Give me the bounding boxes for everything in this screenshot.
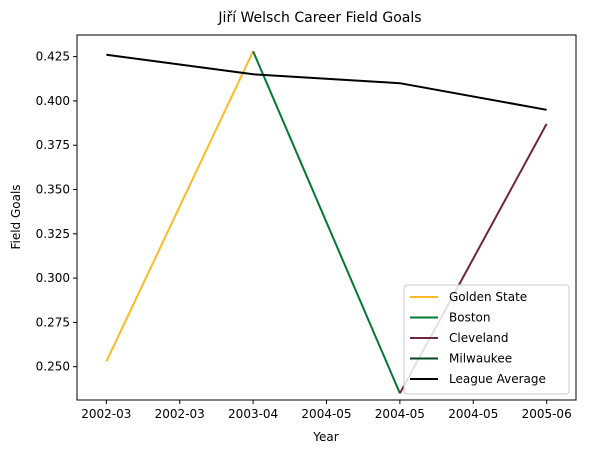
y-tick-label: 0.425: [36, 50, 70, 64]
y-tick-label: 0.300: [36, 271, 70, 285]
x-tick-label: 2005-06: [522, 407, 572, 421]
y-axis-label: Field Goals: [9, 184, 23, 249]
y-tick-label: 0.400: [36, 94, 70, 108]
plot-area: 2002-03 2002-03 2003-04 2004-05 2004-05 2004-…: [36, 34, 577, 421]
y-tick-label: 0.350: [36, 183, 70, 197]
chart-title: Jiří Welsch Career Field Goals: [217, 10, 421, 26]
x-axis-label: Year: [312, 430, 338, 444]
x-tick-label: 2004-05: [448, 407, 498, 421]
legend-label: Milwaukee: [449, 352, 512, 366]
y-tick-label: 0.325: [36, 227, 70, 241]
y-tick-label: 0.275: [36, 315, 70, 329]
x-tick-label: 2002-03: [81, 407, 131, 421]
x-tick-label: 2002-03: [155, 407, 205, 421]
legend-box: [403, 284, 570, 395]
legend-label: Cleveland: [449, 331, 509, 345]
legend-label: Golden State: [449, 290, 527, 304]
x-tick-label: 2004-05: [301, 407, 351, 421]
series-line-league-average: [106, 53, 547, 111]
legend: Golden State Boston Cleveland Milwaukee Leag…: [403, 284, 570, 395]
plot-frame: [76, 34, 577, 401]
y-tick-label: 0.250: [36, 360, 70, 374]
series-line-boston: [252, 50, 401, 394]
x-tick-label: 2003-04: [228, 407, 278, 421]
series-line-golden-state: [105, 50, 255, 362]
legend-label: League Average: [449, 372, 546, 386]
legend-label: Boston: [449, 311, 490, 325]
x-tick-label: 2004-05: [375, 407, 425, 421]
y-tick-label: 0.375: [36, 138, 70, 152]
